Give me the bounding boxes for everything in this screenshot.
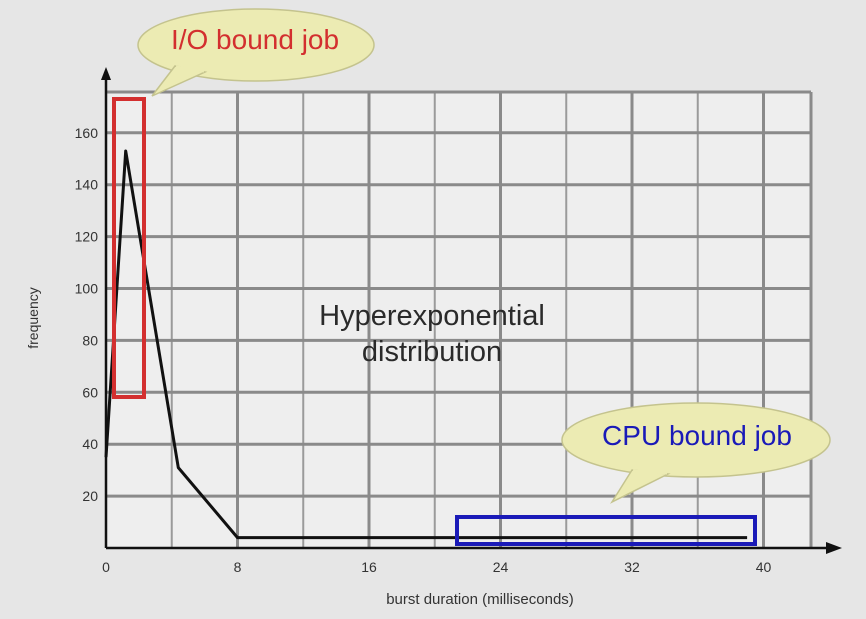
x-tick-label: 24 [493,559,509,575]
series [104,149,748,540]
axes [101,67,842,554]
grid [106,90,813,548]
cpu-bound-bubble [561,402,831,478]
io-bound-bubble [137,8,375,82]
center-annotation-line-1: Hyperexponential [319,300,545,332]
center-annotation: Hyperexponential distribution [282,298,582,370]
y-tick-label: 80 [82,332,98,348]
cpu-bound-callout-text: CPU bound job [602,420,792,451]
io-bound-bubble-tail-join [175,65,205,73]
io-bound-highlight-box [112,97,146,399]
x-tick-label: 0 [102,559,110,575]
center-annotation-line-2: distribution [361,336,503,368]
series-line [104,149,748,540]
x-axis-label: burst duration (milliseconds) [386,591,574,608]
y-tick-label: 100 [75,281,99,297]
x-tick-label: 16 [361,559,377,575]
y-tick-label: 60 [82,384,98,400]
x-tick-label: 8 [234,559,242,575]
y-axis-arrow [101,67,111,80]
y-tick-label: 120 [75,229,99,245]
io-bound-callout-text: I/O bound job [170,24,340,55]
y-tick-label: 20 [82,488,98,504]
y-tick-label: 160 [75,125,99,141]
y-tick-label: 40 [82,436,98,452]
tick-labels: 20 40 60 80 100 120 140 160 0 8 16 24 32 40 [75,125,772,575]
x-tick-label: 40 [756,559,772,575]
highlights [112,97,757,546]
x-axis-arrow [826,542,842,554]
x-tick-label: 32 [624,559,640,575]
cpu-bound-bubble-tail-join [632,469,668,475]
y-axis-label: frequency [25,287,41,349]
cpu-bound-highlight-box [455,515,757,546]
callout-bubbles [137,8,831,504]
y-tick-label: 140 [75,177,99,193]
